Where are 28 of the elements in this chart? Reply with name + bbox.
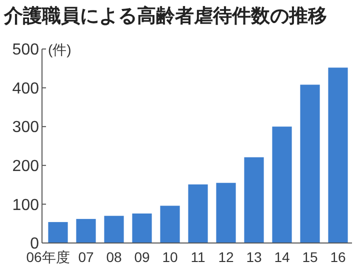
x-tick-label: 15 — [302, 249, 318, 265]
bar — [104, 216, 124, 243]
bar — [132, 214, 152, 243]
bar — [160, 206, 180, 243]
x-tick-label: 08 — [106, 249, 122, 265]
x-tick-label: 14 — [274, 249, 290, 265]
x-tick-label: 07 — [78, 249, 94, 265]
bar — [76, 218, 96, 243]
x-tick-label: 12 — [218, 249, 234, 265]
x-tick-label: 10 — [162, 249, 178, 265]
bar — [272, 126, 292, 243]
bar — [216, 182, 236, 243]
chart-title: 介護職員による高齢者虐待件数の推移 — [3, 5, 327, 27]
x-tick-label: 16 — [330, 249, 346, 265]
x-tick-label: 09 — [134, 249, 150, 265]
y-tick-label: 500 — [12, 42, 40, 59]
y-tick-label: 400 — [12, 80, 40, 98]
y-axis-title: (件) — [48, 42, 72, 58]
y-tick-label: 100 — [12, 196, 40, 214]
x-tick-label: 13 — [246, 249, 262, 265]
x-tick-label: 11 — [190, 249, 206, 265]
bar — [244, 157, 264, 243]
y-tick-label: 200 — [12, 158, 40, 175]
bar — [300, 84, 320, 243]
bar — [188, 184, 208, 243]
bar — [328, 68, 348, 243]
bar — [48, 222, 68, 243]
y-tick-label: 300 — [12, 119, 40, 136]
